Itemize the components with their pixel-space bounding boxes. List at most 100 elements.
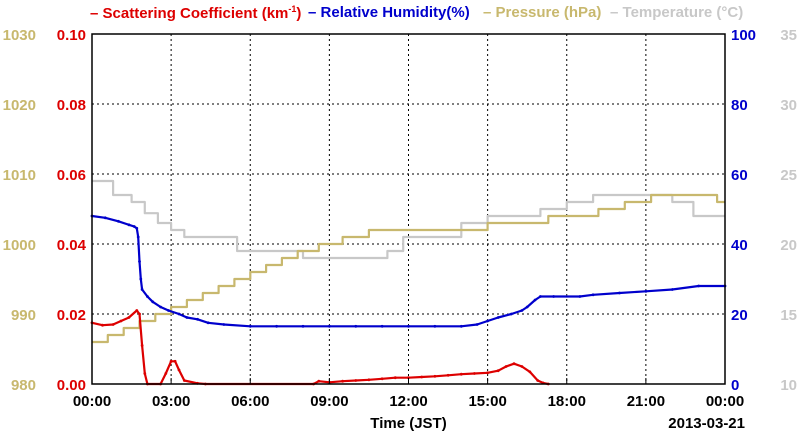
data-point-rh (139, 277, 143, 281)
pressure-tick-label: 990 (11, 307, 36, 324)
legend-rh: – Relative Humidity(%) (308, 4, 470, 21)
data-point-rh (301, 324, 305, 328)
data-point-rh (533, 298, 537, 302)
scatter-tick-label: 0.04 (57, 237, 87, 254)
data-point-rh (117, 219, 120, 223)
pressure-tick-label: 1000 (3, 237, 36, 254)
series-line-scatter (91, 309, 549, 386)
data-point-rh (459, 324, 463, 328)
data-point-rh (618, 291, 621, 295)
legend-scatter-tail: ) (296, 5, 302, 22)
data-point-scatter (459, 372, 463, 376)
x-tick-label: 06:00 (231, 393, 269, 410)
data-point-rh (525, 305, 529, 309)
legend-pressure: – Pressure (hPa) (483, 4, 602, 21)
rh-tick-label: 80 (731, 97, 748, 114)
legend: – Scattering Coefficient (km-1) – Relati… (90, 4, 780, 28)
data-point-rh (196, 317, 199, 321)
data-point-rh (146, 295, 149, 298)
data-point-scatter (177, 368, 181, 372)
data-point-scatter (143, 372, 147, 375)
data-point-rh (135, 226, 139, 230)
series-line-temp (92, 179, 725, 260)
temp-tick-label: 10 (780, 377, 797, 394)
data-point-scatter (393, 376, 397, 380)
data-point-scatter (433, 374, 437, 378)
data-point-rh (185, 316, 189, 319)
data-point-scatter (380, 377, 384, 381)
data-point-rh (138, 260, 141, 263)
data-point-scatter (367, 378, 371, 382)
legend-scatter: – Scattering Coefficient (km-1) (90, 4, 302, 22)
legend-scatter-sup: -1 (288, 4, 297, 14)
data-point-scatter (520, 365, 524, 368)
legend-pressure-label: Pressure (hPa) (495, 4, 602, 21)
legend-rh-label: Relative Humidity(%) (320, 4, 470, 21)
scatter-tick-label: 0.06 (57, 167, 86, 184)
ticks: 00:00 03:00 06:00 09:00 12:00 15:00 18:00 21:00… (3, 27, 797, 410)
data-point-rh (275, 324, 278, 328)
rh-tick-label: 100 (731, 27, 756, 44)
data-point-scatter (407, 376, 410, 380)
data-point-rh (167, 309, 170, 312)
x-tick-label: 00:00 (706, 393, 744, 410)
data-point-scatter (317, 379, 321, 383)
data-point-rh (697, 284, 700, 288)
data-point-rh (496, 316, 500, 319)
data-point-scatter (140, 344, 144, 347)
data-point-scatter (119, 319, 123, 323)
x-tick-label: 18:00 (548, 393, 586, 410)
data-point-scatter (111, 323, 115, 326)
data-point-rh (578, 295, 582, 298)
data-point-rh (206, 321, 210, 325)
data-point-rh (151, 300, 155, 304)
pressure-tick-label: 1030 (3, 27, 36, 44)
temp-tick-label: 20 (780, 237, 797, 254)
pressure-tick-label: 980 (11, 377, 36, 394)
data-point-rh (328, 324, 331, 328)
data-point-rh (140, 288, 144, 291)
data-point-scatter (138, 312, 141, 316)
x-tick-label: 15:00 (468, 393, 506, 410)
data-point-rh (486, 319, 489, 323)
data-point-scatter (473, 372, 476, 375)
temp-tick-label: 35 (780, 27, 797, 44)
data-point-scatter (496, 369, 500, 373)
data-point-scatter (354, 379, 358, 382)
data-point-rh (644, 289, 648, 293)
temp-tick-label: 15 (780, 307, 797, 324)
scatter-tick-label: 0.08 (57, 97, 86, 114)
rh-tick-label: 40 (731, 237, 748, 254)
date-label: 2013-03-21 (668, 415, 745, 432)
data-point-scatter (504, 365, 508, 368)
x-tick-label: 00:00 (73, 393, 111, 410)
data-point-scatter (486, 371, 489, 375)
rh-tick-label: 0 (731, 377, 739, 394)
data-point-scatter (341, 379, 344, 383)
data-point-rh (177, 312, 181, 316)
pressure-tick-label: 1010 (3, 167, 36, 184)
data-point-rh (354, 324, 358, 328)
data-point-scatter (420, 375, 424, 379)
x-tick-label: 09:00 (310, 393, 348, 410)
data-point-scatter (446, 373, 450, 377)
scatter-tick-label: 0.00 (57, 377, 86, 394)
data-point-scatter (101, 323, 104, 327)
series-line-rh (91, 214, 725, 328)
temp-tick-label: 30 (780, 97, 797, 114)
data-point-scatter (512, 362, 516, 366)
data-point-rh (103, 216, 107, 220)
x-axis-label: Time (JST) (370, 415, 446, 432)
data-point-scatter (169, 359, 173, 363)
x-tick-label: 12:00 (389, 393, 427, 410)
x-tick-label: 03:00 (152, 393, 190, 410)
data-point-rh (380, 324, 384, 328)
data-point-rh (539, 295, 542, 298)
data-point-rh (222, 323, 226, 326)
data-point-rh (520, 309, 524, 312)
data-point-rh (552, 295, 555, 298)
scatter-tick-label: 0.02 (57, 307, 86, 324)
rh-tick-label: 60 (731, 167, 748, 184)
data-point-scatter (536, 379, 540, 382)
